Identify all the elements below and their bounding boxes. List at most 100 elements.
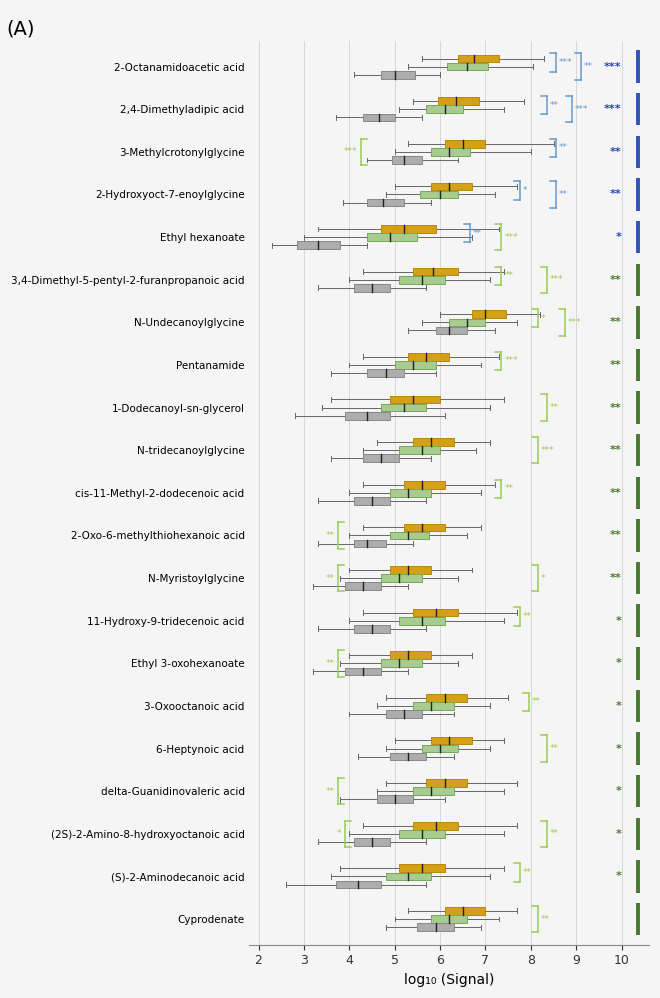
- Text: **: **: [610, 190, 622, 200]
- Bar: [368, 234, 417, 241]
- Text: **: **: [326, 574, 335, 583]
- Bar: [426, 694, 467, 702]
- Text: **: **: [610, 317, 622, 327]
- Text: **: **: [610, 445, 622, 455]
- Bar: [404, 481, 445, 489]
- Bar: [381, 226, 436, 233]
- Text: **: **: [610, 274, 622, 284]
- Text: *: *: [337, 829, 342, 838]
- Bar: [472, 310, 506, 318]
- Bar: [385, 872, 431, 880]
- Text: *: *: [616, 828, 622, 838]
- Text: *: *: [541, 313, 545, 322]
- Bar: [431, 737, 472, 745]
- Bar: [390, 395, 440, 403]
- Bar: [336, 880, 381, 888]
- Bar: [413, 787, 453, 795]
- Bar: [431, 183, 472, 191]
- Text: **: **: [584, 62, 593, 71]
- Bar: [431, 915, 467, 923]
- Bar: [413, 267, 458, 275]
- Text: *: *: [523, 186, 527, 195]
- Bar: [449, 318, 486, 326]
- Bar: [297, 242, 341, 250]
- Text: **: **: [504, 484, 513, 493]
- Text: *: *: [616, 871, 622, 881]
- Bar: [409, 353, 449, 360]
- Bar: [413, 438, 453, 446]
- Bar: [363, 114, 395, 121]
- Text: *: *: [616, 659, 622, 669]
- Bar: [413, 822, 458, 829]
- X-axis label: log₁₀ (Signal): log₁₀ (Signal): [404, 973, 494, 987]
- Bar: [354, 284, 390, 291]
- Bar: [399, 864, 445, 872]
- Bar: [445, 140, 486, 148]
- Text: ***: ***: [504, 356, 518, 365]
- Text: **: **: [523, 868, 532, 877]
- Text: *: *: [616, 233, 622, 243]
- Bar: [413, 703, 453, 710]
- Bar: [399, 275, 445, 283]
- Bar: [445, 907, 486, 915]
- Bar: [395, 361, 436, 369]
- Bar: [377, 795, 413, 803]
- Text: **: **: [541, 914, 550, 923]
- Bar: [354, 497, 390, 505]
- Text: ***: ***: [504, 233, 518, 242]
- Bar: [381, 574, 422, 582]
- Text: *: *: [541, 574, 545, 583]
- Text: **: **: [473, 229, 482, 238]
- Bar: [420, 191, 458, 199]
- Bar: [399, 446, 440, 454]
- Bar: [426, 106, 463, 113]
- Bar: [390, 652, 431, 659]
- Text: ***: ***: [604, 104, 622, 114]
- Bar: [345, 668, 381, 676]
- Bar: [426, 779, 467, 786]
- Text: **: **: [550, 745, 559, 753]
- Text: **: **: [550, 101, 559, 110]
- Text: **: **: [326, 531, 335, 540]
- Bar: [345, 583, 381, 590]
- Bar: [354, 625, 390, 633]
- Text: ***: ***: [550, 275, 564, 284]
- Text: *: *: [616, 744, 622, 753]
- Text: **: **: [610, 531, 622, 541]
- Bar: [385, 711, 422, 718]
- Bar: [438, 98, 478, 105]
- Text: **: **: [523, 612, 532, 621]
- Text: **: **: [610, 402, 622, 412]
- Bar: [345, 412, 390, 419]
- Bar: [399, 617, 445, 625]
- Text: **: **: [559, 190, 568, 199]
- Text: *: *: [616, 786, 622, 796]
- Text: **: **: [532, 698, 541, 707]
- Bar: [381, 660, 422, 667]
- Text: *: *: [616, 701, 622, 711]
- Bar: [431, 148, 470, 156]
- Text: ***: ***: [575, 105, 589, 114]
- Bar: [422, 745, 458, 752]
- Text: **: **: [550, 829, 559, 838]
- Bar: [354, 540, 385, 547]
- Bar: [399, 830, 445, 837]
- Text: *: *: [616, 616, 622, 626]
- Bar: [354, 838, 390, 845]
- Text: ***: ***: [559, 58, 572, 67]
- Text: **: **: [610, 147, 622, 157]
- Bar: [368, 199, 404, 207]
- Text: ***: ***: [604, 62, 622, 72]
- Bar: [417, 923, 453, 931]
- Bar: [447, 63, 488, 71]
- Bar: [436, 326, 467, 334]
- Text: **: **: [550, 403, 559, 412]
- Text: ***: ***: [344, 148, 358, 157]
- Text: **: **: [326, 659, 335, 668]
- Bar: [381, 404, 426, 411]
- Bar: [404, 524, 445, 531]
- Text: **: **: [326, 786, 335, 795]
- Bar: [390, 489, 431, 497]
- Bar: [458, 55, 499, 62]
- Text: **: **: [610, 360, 622, 370]
